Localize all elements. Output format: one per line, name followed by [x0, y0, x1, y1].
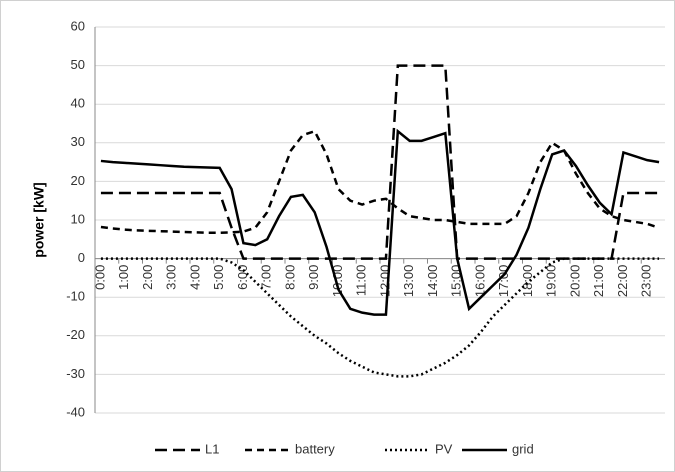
x-tick-label: 4:00	[187, 265, 202, 290]
series-line	[100, 64, 660, 260]
y-tick-label: 0	[78, 250, 85, 265]
y-tick-label: 50	[71, 57, 85, 72]
y-tick-label: 40	[71, 96, 85, 111]
x-tick-label: 22:00	[615, 265, 630, 298]
y-tick-label: -20	[66, 327, 85, 342]
x-tick-label: 9:00	[306, 265, 321, 290]
x-tick-label: 13:00	[401, 265, 416, 298]
x-tick-label: 2:00	[140, 265, 155, 290]
legend-label: L1	[205, 441, 219, 456]
x-tick-label: 14:00	[425, 265, 440, 298]
x-tick-label: 6:00	[235, 265, 250, 290]
legend-label: PV	[435, 441, 453, 456]
x-tick-label: 8:00	[282, 265, 297, 290]
x-tick-label: 20:00	[567, 265, 582, 298]
x-tick-label: 3:00	[164, 265, 179, 290]
y-tick-label: -30	[66, 366, 85, 381]
y-tick-label: 60	[71, 18, 85, 33]
y-tick-label: 30	[71, 134, 85, 149]
x-tick-label: 23:00	[639, 265, 654, 298]
legend-label: grid	[512, 441, 534, 456]
x-tick-label: 1:00	[116, 265, 131, 290]
x-tick-label: 19:00	[544, 265, 559, 298]
x-tick-label: 5:00	[211, 265, 226, 290]
x-tick-label: 11:00	[354, 265, 369, 297]
series-line	[100, 128, 660, 316]
y-tick-label: -10	[66, 289, 85, 304]
legend-label: battery	[295, 441, 335, 456]
x-tick-label: 21:00	[591, 265, 606, 298]
y-tick-label: 10	[71, 211, 85, 226]
x-tick-label: 12:00	[377, 265, 392, 298]
x-tick-label: 17:00	[496, 265, 511, 298]
x-tick-label: 0:00	[92, 265, 107, 290]
x-tick-label: 18:00	[520, 265, 535, 298]
x-tick-label: 16:00	[472, 265, 487, 298]
y-tick-label: -40	[66, 404, 85, 419]
x-tick-label: 7:00	[259, 265, 274, 290]
y-axis-label: power [kW]	[31, 182, 47, 257]
y-tick-label: 20	[71, 173, 85, 188]
